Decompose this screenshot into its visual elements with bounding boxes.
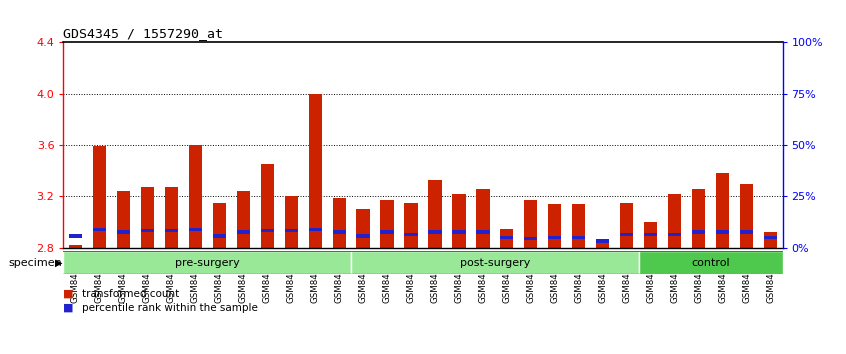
Bar	[93, 228, 106, 231]
Bar	[644, 222, 657, 248]
Text: specimen: specimen	[8, 258, 63, 268]
Bar	[476, 230, 490, 234]
Bar	[453, 194, 465, 248]
Bar	[189, 228, 202, 231]
Bar	[93, 147, 106, 248]
Bar	[572, 236, 585, 239]
Bar	[716, 173, 729, 248]
Bar	[740, 230, 753, 234]
Bar	[356, 234, 370, 238]
Bar	[140, 229, 154, 233]
Bar	[639, 251, 783, 274]
Bar	[69, 234, 82, 238]
Bar	[212, 234, 226, 238]
Text: ■: ■	[63, 303, 74, 313]
Bar	[692, 189, 706, 248]
Bar	[525, 237, 537, 240]
Text: GDS4345 / 1557290_at: GDS4345 / 1557290_at	[63, 27, 223, 40]
Bar	[668, 233, 681, 236]
Text: ■: ■	[63, 289, 74, 299]
Bar	[716, 230, 729, 234]
Bar	[356, 209, 370, 248]
Bar	[189, 145, 202, 248]
Text: transformed count: transformed count	[82, 289, 179, 299]
Bar	[332, 230, 346, 234]
Bar	[620, 203, 634, 248]
Bar	[476, 189, 490, 248]
Text: post-surgery: post-surgery	[459, 258, 530, 268]
Bar	[309, 228, 321, 231]
Bar	[63, 251, 351, 274]
Bar	[596, 240, 609, 248]
Bar	[165, 229, 178, 233]
Bar	[212, 203, 226, 248]
Bar	[596, 239, 609, 243]
Bar	[453, 230, 465, 234]
Bar	[404, 203, 418, 248]
Bar	[764, 232, 777, 248]
Bar	[309, 94, 321, 248]
Bar	[764, 236, 777, 239]
Bar	[140, 188, 154, 248]
Bar	[572, 204, 585, 248]
Bar	[428, 230, 442, 234]
Bar	[620, 233, 634, 236]
Bar	[428, 180, 442, 248]
Bar	[668, 194, 681, 248]
Bar	[740, 184, 753, 248]
Bar	[548, 204, 562, 248]
Text: percentile rank within the sample: percentile rank within the sample	[82, 303, 258, 313]
Text: pre-surgery: pre-surgery	[175, 258, 239, 268]
Bar	[117, 191, 130, 248]
Bar	[284, 229, 298, 233]
Text: ▶: ▶	[55, 258, 63, 268]
Bar	[692, 230, 706, 234]
Bar	[404, 233, 418, 236]
Bar	[117, 230, 130, 234]
Bar	[332, 198, 346, 248]
Bar	[165, 188, 178, 248]
Bar	[644, 233, 657, 236]
Bar	[500, 229, 514, 248]
Bar	[351, 251, 639, 274]
Bar	[261, 164, 274, 248]
Bar	[261, 229, 274, 233]
Bar	[500, 236, 514, 239]
Bar	[69, 245, 82, 248]
Bar	[237, 191, 250, 248]
Text: control: control	[691, 258, 730, 268]
Bar	[381, 200, 393, 248]
Bar	[381, 230, 393, 234]
Bar	[525, 200, 537, 248]
Bar	[284, 196, 298, 248]
Bar	[237, 230, 250, 234]
Bar	[548, 236, 562, 239]
